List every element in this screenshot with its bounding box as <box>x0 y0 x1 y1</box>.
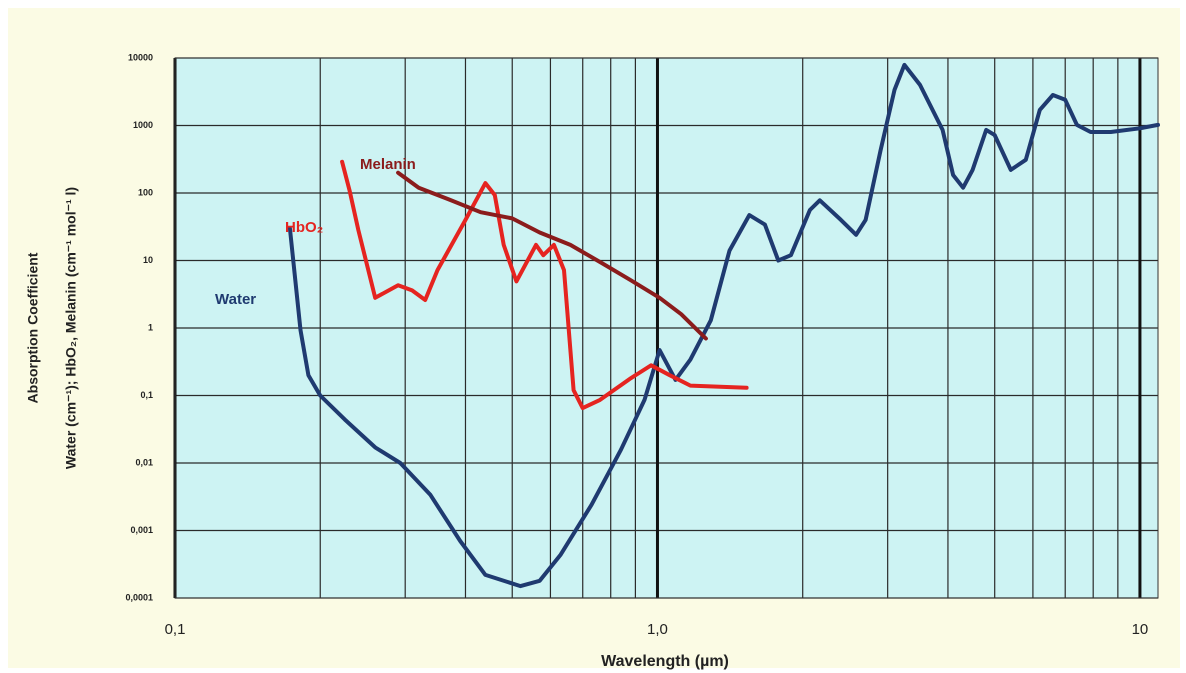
x-tick-label: 0,1 <box>165 621 186 638</box>
y-tick-label: 1 <box>148 322 153 332</box>
x-axis-label: Wavelength (µm) <box>601 653 729 670</box>
series-lines <box>287 62 1160 589</box>
y-tick-label: 1000 <box>133 120 153 130</box>
plot-frame <box>174 57 1159 599</box>
series-label: Melanin <box>360 156 416 173</box>
series-line <box>287 62 1160 589</box>
y-axis-label: Absorption Coefficient <box>25 252 41 403</box>
y-tick-label: 10000 <box>128 52 153 62</box>
series-line <box>396 170 708 341</box>
series-line <box>340 159 749 411</box>
x-tick-label: 1,0 <box>647 621 668 638</box>
y-tick-label: 100 <box>138 187 153 197</box>
x-tick-label: 10 <box>1132 621 1149 638</box>
y-axis-label: Water (cm⁻¹); HbO₂, Melanin (cm⁻¹ mol⁻¹ … <box>63 187 79 469</box>
grid <box>173 57 1159 599</box>
y-tick-label: 0,01 <box>135 457 153 467</box>
y-tick-label: 10 <box>143 255 153 265</box>
y-tick-label: 0,1 <box>140 390 153 400</box>
series-label: HbO₂ <box>285 219 323 236</box>
series-label: Water <box>215 291 256 308</box>
y-tick-label: 0,0001 <box>125 592 153 602</box>
y-tick-label: 0,001 <box>130 525 153 535</box>
